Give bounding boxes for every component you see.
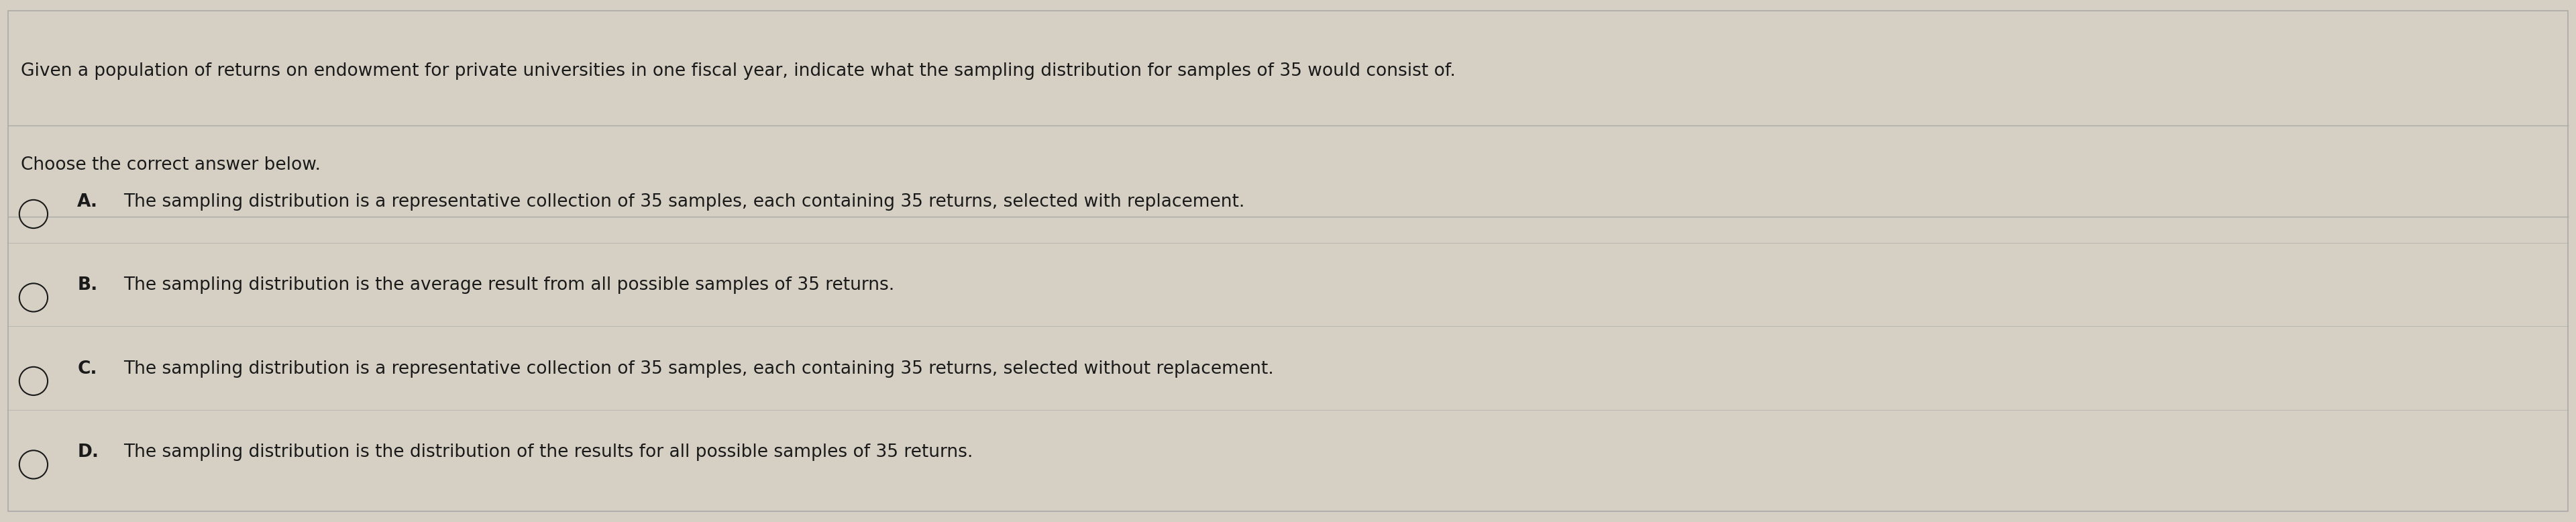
Text: The sampling distribution is the average result from all possible samples of 35 : The sampling distribution is the average… (124, 277, 894, 294)
FancyBboxPatch shape (8, 10, 2568, 512)
Text: The sampling distribution is a representative collection of 35 samples, each con: The sampling distribution is a represent… (124, 360, 1275, 377)
Text: D.: D. (77, 444, 98, 461)
Text: Given a population of returns on endowment for private universities in one fisca: Given a population of returns on endowme… (21, 63, 1455, 80)
Text: Choose the correct answer below.: Choose the correct answer below. (21, 157, 319, 174)
Text: A.: A. (77, 193, 98, 210)
Text: C.: C. (77, 360, 98, 377)
Text: The sampling distribution is a representative collection of 35 samples, each con: The sampling distribution is a represent… (124, 193, 1244, 210)
Text: The sampling distribution is the distribution of the results for all possible sa: The sampling distribution is the distrib… (124, 444, 974, 461)
Text: B.: B. (77, 277, 98, 294)
